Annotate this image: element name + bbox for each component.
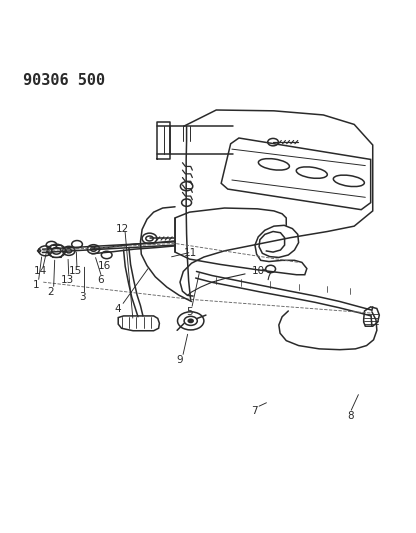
Text: 3: 3 [79, 293, 86, 302]
Text: 2: 2 [47, 287, 54, 297]
Text: 10: 10 [252, 266, 265, 277]
Text: 5: 5 [186, 307, 193, 317]
Text: 8: 8 [347, 410, 354, 421]
Text: 12: 12 [116, 224, 129, 233]
Text: 1: 1 [32, 280, 39, 290]
Text: 6: 6 [97, 274, 104, 285]
Text: 13: 13 [61, 274, 74, 285]
Text: 11: 11 [184, 248, 197, 259]
Text: 7: 7 [251, 406, 258, 416]
Text: 90306 500: 90306 500 [23, 73, 105, 88]
Ellipse shape [188, 319, 193, 322]
Text: 9: 9 [177, 356, 183, 366]
Text: 15: 15 [69, 265, 82, 276]
Text: 14: 14 [33, 265, 47, 276]
Text: 4: 4 [115, 303, 121, 313]
Text: 16: 16 [98, 261, 111, 271]
